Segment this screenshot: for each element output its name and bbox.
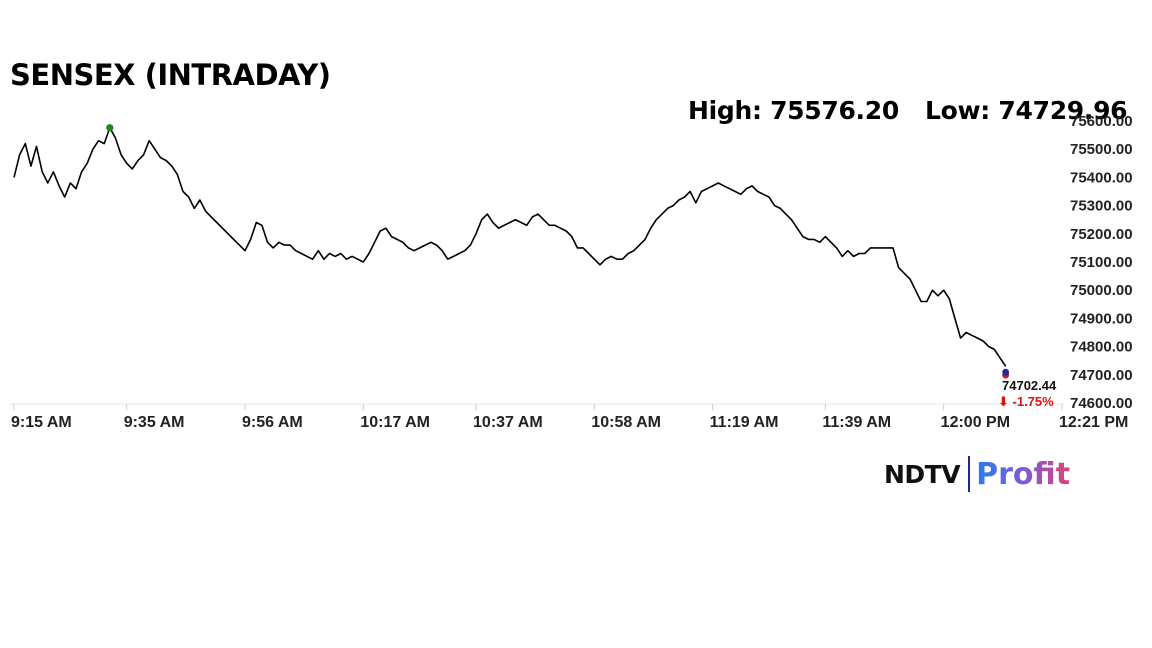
chart-title: SENSEX (INTRADAY) [10,58,331,92]
x-tick-label: 9:15 AM [11,414,72,431]
logo-profit-text: Profit [976,456,1071,492]
y-tick-label: 75100.00 [1070,254,1133,271]
y-tick-label: 75500.00 [1070,141,1133,158]
y-tick-label: 75000.00 [1070,282,1133,299]
x-tick-label: 11:19 AM [710,414,779,431]
y-tick-label: 75300.00 [1070,198,1133,215]
x-tick-label: 9:35 AM [124,414,185,431]
logo-ndtv-text: NDTV [884,459,961,489]
x-tick-label: 12:21 PM [1059,414,1128,431]
logo-divider [968,456,971,492]
ndtv-profit-logo: NDTV Profit [884,452,1070,496]
x-tick-label: 10:58 AM [591,414,661,431]
last-value-label: 74702.44 [1002,378,1057,393]
axis-layer: 75600.00 75500.00 75400.00 75300.00 75200.00… [10,113,1133,431]
label-layer: 74702.44⬇ -1.75% [998,378,1057,409]
y-tick-label: 74600.00 [1070,395,1133,412]
high-point-marker [106,124,114,132]
last-point-marker [1002,368,1010,376]
y-tick-label: 75200.00 [1070,226,1133,243]
series-line [13,127,1007,367]
x-tick-label: 11:39 AM [822,414,891,431]
high-value-label: High: 75576.20 [688,96,899,125]
x-tick-label: 10:17 AM [360,414,430,431]
marker-layer [106,124,1010,379]
x-tick-label: 12:00 PM [941,414,1010,431]
y-tick-label: 75600.00 [1070,113,1133,130]
change-percent-label: ⬇ -1.75% [998,394,1054,409]
low-value-label: Low: 74729.96 [925,96,1128,125]
y-tick-label: 74700.00 [1070,367,1133,384]
y-tick-label: 74800.00 [1070,339,1133,356]
series-layer [13,127,1007,367]
x-tick-label: 9:56 AM [242,414,303,431]
x-tick-label: 10:37 AM [473,414,543,431]
y-tick-label: 74900.00 [1070,310,1133,327]
y-tick-label: 75400.00 [1070,169,1133,186]
